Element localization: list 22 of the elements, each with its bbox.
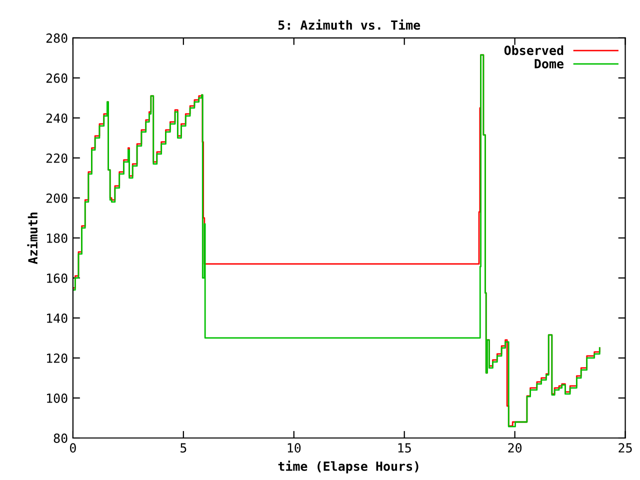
y-tick-label: 200 <box>46 193 68 203</box>
y-tick-label: 240 <box>46 113 68 123</box>
x-tick-label: 0 <box>70 443 76 453</box>
x-tick-label: 15 <box>398 443 411 453</box>
legend-label: Observed <box>504 45 564 56</box>
x-tick-label: 25 <box>618 443 632 453</box>
y-tick-label: 80 <box>54 434 68 443</box>
chart-title: 5: Azimuth vs. Time <box>278 19 420 30</box>
y-tick-label: 180 <box>47 233 68 243</box>
y-tick-label: 160 <box>47 273 68 283</box>
legend-label: Dome <box>534 59 564 68</box>
y-tick-label: 140 <box>47 313 68 323</box>
y-tick-label: 260 <box>46 73 68 83</box>
x-tick-label: 10 <box>288 443 301 453</box>
x-tick-label: 5 <box>180 443 186 453</box>
x-axis-title: time (Elapse Hours) <box>278 460 418 474</box>
y-axis-title: Azimuth <box>27 212 38 264</box>
x-tick-label: 20 <box>508 443 522 453</box>
y-tick-label: 220 <box>46 153 68 163</box>
y-tick-label: 280 <box>46 33 68 43</box>
y-tick-label: 100 <box>47 393 68 403</box>
y-tick-label: 120 <box>47 353 68 363</box>
